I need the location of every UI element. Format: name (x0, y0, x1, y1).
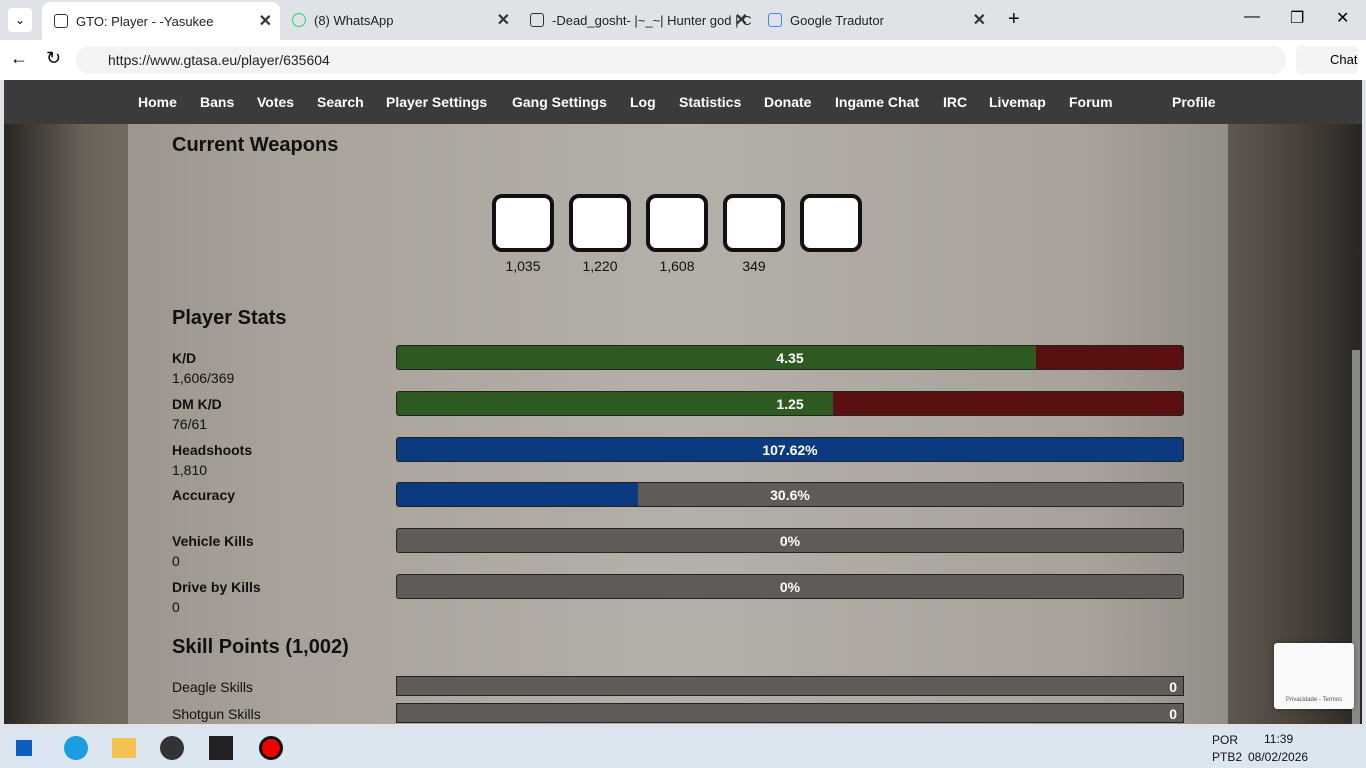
taskbar: POR PTB2 11:39 08/02/2026 (0, 728, 1366, 768)
tab[interactable]: GTO: Player - -Yasukee ✕ (42, 2, 280, 40)
tab[interactable]: Google Tradutor ✕ (756, 0, 994, 40)
tab-menu[interactable]: ⌄ (8, 8, 32, 32)
section-title: Player Stats (172, 307, 287, 329)
skill-label: Deagle Skills (172, 679, 253, 695)
bar-text: 1.25 (776, 396, 804, 412)
nav-link[interactable]: Profile (1172, 94, 1216, 110)
weapon-ammo: 1,608 (659, 258, 695, 274)
nav-link[interactable]: Livemap (989, 94, 1046, 110)
language[interactable]: POR (1212, 733, 1239, 747)
restore[interactable]: ❐ (1290, 10, 1305, 27)
tab[interactable]: (8) WhatsApp ✕ (280, 0, 518, 40)
content: Current Weapons 1,035 1,220 1,608 349 Pl… (128, 124, 1228, 724)
nav-link[interactable]: Forum (1069, 94, 1113, 110)
nav-link[interactable]: Log (630, 94, 656, 110)
skill-value: 0 (1169, 679, 1177, 695)
bar-text: 107.62% (762, 442, 818, 458)
stat-detail: 0 (172, 599, 180, 615)
app-icon[interactable] (160, 736, 184, 760)
nav-link[interactable]: Home (138, 94, 177, 110)
app-icon[interactable] (259, 736, 283, 760)
stat-detail: 0 (172, 553, 180, 569)
stat-label: Vehicle Kills (172, 533, 254, 549)
keyboard-layout[interactable]: PTB2 (1212, 750, 1243, 764)
weapon-icon (569, 194, 631, 252)
explorer-icon[interactable] (112, 738, 136, 758)
site-nav: Home Bans Votes Search Player Settings G… (4, 80, 1362, 124)
stat-bar: 30.6% (396, 482, 1184, 507)
stat-label: K/D (172, 350, 197, 366)
weapon-ammo: 1,035 (505, 258, 541, 274)
nav-link[interactable]: Bans (200, 94, 235, 110)
bar-text: 4.35 (776, 350, 804, 366)
section-title: Current Weapons (172, 134, 339, 156)
weapon-icon (492, 194, 554, 252)
minimize[interactable]: — (1244, 8, 1260, 25)
bar-text: 0% (779, 579, 801, 595)
edge-icon[interactable] (64, 736, 88, 760)
nav-link[interactable]: Votes (257, 94, 295, 110)
nav-link[interactable]: IRC (943, 94, 968, 110)
scrollbar[interactable] (1352, 350, 1360, 724)
skill-label: Shotgun Skills (172, 706, 261, 722)
reload[interactable]: ↻ (46, 48, 62, 68)
weapon-icon (800, 194, 862, 252)
section-title: Skill Points (1,002) (172, 636, 349, 658)
weapon-ammo: 349 (742, 258, 766, 274)
clock-date[interactable]: 08/02/2026 (1248, 750, 1309, 764)
stat-label: DM K/D (172, 396, 222, 412)
stat-label: Headshoots (172, 442, 253, 458)
nav-link[interactable]: Donate (764, 94, 812, 110)
stat-bar: 0% (396, 528, 1184, 553)
skill-bar: 0 (396, 703, 1184, 723)
stat-label: Drive by Kills (172, 579, 261, 595)
tab[interactable]: -Dead_gosht- |~_~| Hunter god | C ✕ (518, 0, 756, 40)
website: Home Bans Votes Search Player Settings G… (4, 80, 1362, 724)
skill-value: 0 (1169, 706, 1177, 722)
nav-link[interactable]: Ingame Chat (835, 94, 920, 110)
close[interactable]: ✕ (1336, 10, 1350, 27)
chat-button[interactable]: Chat (1296, 46, 1358, 74)
back[interactable]: ← (10, 48, 28, 68)
start-button[interactable] (16, 740, 32, 756)
weapon-icon (723, 194, 785, 252)
stat-bar: 0% (396, 574, 1184, 599)
stat-detail: 1,606/369 (172, 370, 235, 386)
stat-detail: 76/61 (172, 416, 208, 432)
weapon-ammo: 1,220 (582, 258, 618, 274)
app-icon[interactable] (209, 736, 233, 760)
nav-link[interactable]: Player Settings (386, 94, 488, 110)
stat-bar: 1.25 (396, 391, 1184, 416)
bar-text: 30.6% (770, 487, 810, 503)
url-field[interactable]: https://www.gtasa.eu/player/635604 (76, 46, 1286, 74)
nav-link[interactable]: Statistics (679, 94, 742, 110)
bar-text: 0% (779, 533, 801, 549)
skill-bar: 0 (396, 676, 1184, 696)
weapon-icon (646, 194, 708, 252)
stat-detail: 1,810 (172, 462, 208, 478)
recaptcha[interactable]: Privacidade - Termos (1274, 643, 1354, 709)
tab-bar: ⌄ GTO: Player - -Yasukee ✕ (8) WhatsApp ✕ … (0, 0, 1366, 40)
clock-time[interactable]: 11:39 (1264, 732, 1294, 746)
nav-link[interactable]: Search (317, 94, 364, 110)
stat-bar: 107.62% (396, 437, 1184, 462)
new-tab[interactable]: + (1008, 8, 1020, 30)
stat-bar: 4.35 (396, 345, 1184, 370)
nav-link[interactable]: Gang Settings (512, 94, 607, 110)
stat-label: Accuracy (172, 487, 236, 503)
